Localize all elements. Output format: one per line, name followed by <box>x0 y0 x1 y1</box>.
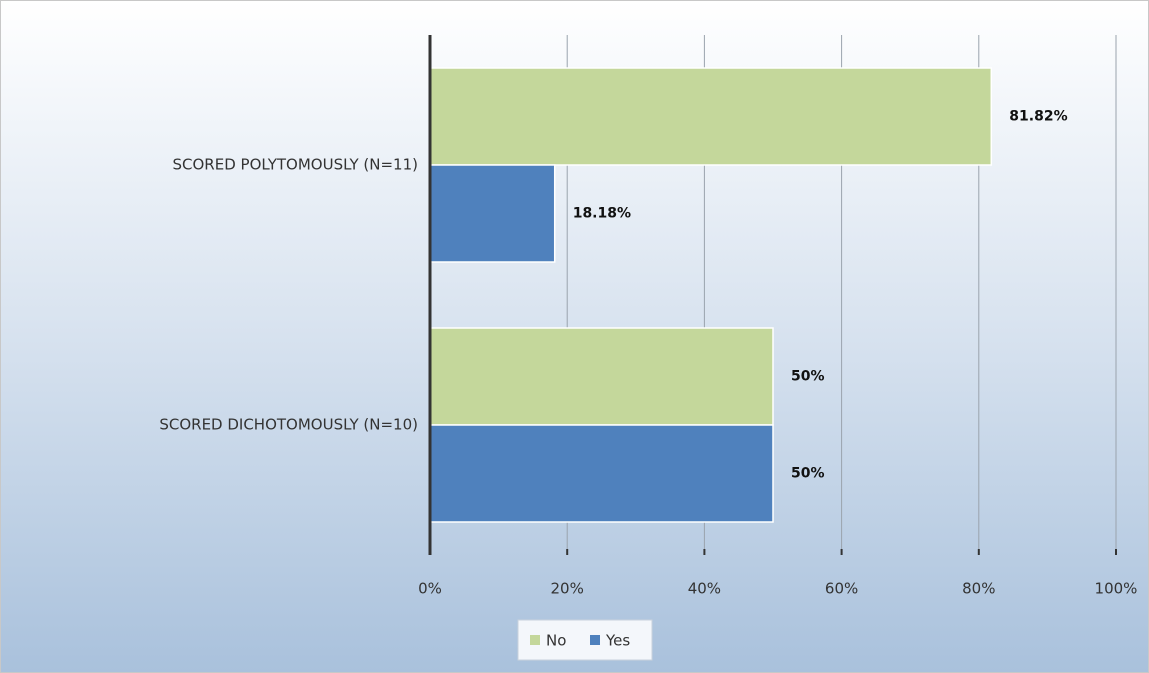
bar <box>429 424 774 523</box>
legend-label: Yes <box>605 632 630 650</box>
x-tick-label: 20% <box>551 580 584 598</box>
x-tick-label: 40% <box>688 580 721 598</box>
bar <box>429 67 993 166</box>
legend-marker <box>590 635 600 645</box>
category-label: SCORED DICHOTOMOUSLY (N=10) <box>159 416 418 434</box>
bar <box>429 327 774 426</box>
value-label: 18.18% <box>573 206 631 222</box>
value-label: 81.82% <box>1009 109 1067 125</box>
value-label: 50% <box>791 369 825 385</box>
x-tick-label: 100% <box>1095 580 1138 598</box>
x-tick-label: 60% <box>825 580 858 598</box>
x-tick-label: 80% <box>962 580 995 598</box>
x-tick-label: 0% <box>418 580 442 598</box>
bar <box>429 164 556 263</box>
category-label: SCORED POLYTOMOUSLY (N=11) <box>173 156 419 174</box>
legend-label: No <box>546 632 566 650</box>
legend-box <box>517 619 653 661</box>
value-label: 50% <box>791 466 825 482</box>
legend-marker <box>530 635 540 645</box>
